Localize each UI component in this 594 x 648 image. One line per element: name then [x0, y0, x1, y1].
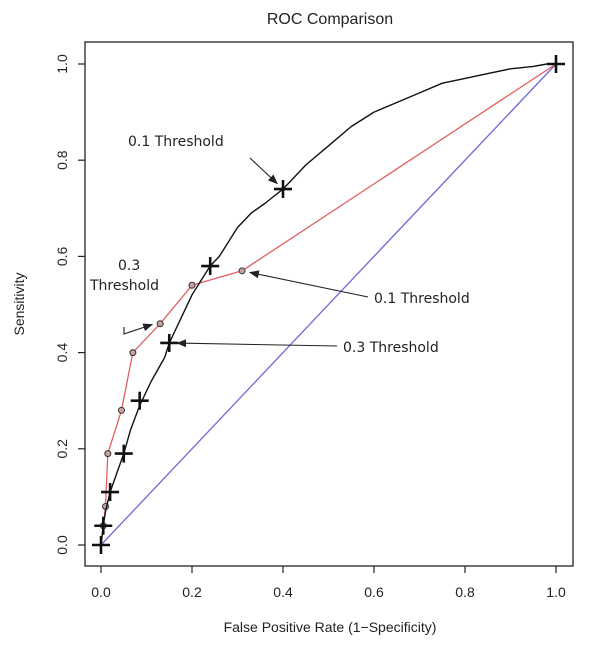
annotation: 0.1 Threshold — [248, 270, 470, 307]
annotation-label: 0.1 Threshold — [374, 291, 470, 307]
y-tick-label: 1.0 — [54, 54, 70, 74]
categorical-point — [188, 281, 196, 289]
categorical-point — [104, 450, 112, 458]
threshold-marker — [101, 483, 120, 502]
y-axis-label: Sensitivity — [11, 272, 27, 335]
y-tick-label: 0.2 — [54, 439, 70, 459]
annotation-arrow — [249, 157, 278, 185]
threshold-marker — [274, 180, 292, 199]
threshold-markers — [92, 55, 565, 554]
y-tick-label: 0.0 — [54, 535, 70, 555]
reference-diagonal-line — [100, 63, 557, 546]
categorical-point — [156, 320, 164, 328]
threshold-marker — [201, 257, 220, 276]
annotation-label: Threshold — [89, 278, 159, 294]
y-tick-label: 0.6 — [54, 246, 70, 266]
annotation-arrow — [123, 323, 154, 335]
x-axis-ticks: 0.0 0.2 0.4 0.6 0.8 1.0 — [91, 566, 566, 600]
y-axis-ticks: 0.0 0.2 0.4 0.6 0.8 1.0 — [54, 54, 85, 555]
annotation: 0.1 Threshold — [128, 134, 278, 185]
categorical-point — [238, 267, 246, 275]
categorical-point — [129, 349, 137, 357]
annotation: 0.3 Threshold — [89, 258, 159, 335]
plot-frame — [84, 41, 574, 567]
annotation-label: 0.1 Threshold — [128, 134, 224, 150]
chart-title: ROC Comparison — [267, 11, 393, 28]
annotation-arrow — [248, 270, 369, 298]
threshold-marker — [547, 55, 565, 73]
threshold-marker — [94, 516, 113, 535]
threshold-marker — [114, 444, 133, 463]
categorical-point — [117, 406, 125, 414]
y-tick-label: 0.8 — [54, 150, 70, 170]
x-axis-label: False Positive Rate (1−Specificity) — [224, 619, 437, 635]
y-tick-label: 0.4 — [54, 343, 70, 363]
x-tick-label: 0.4 — [273, 584, 293, 600]
x-tick-label: 0.6 — [364, 584, 384, 600]
annotation-label: 0.3 — [118, 258, 140, 274]
x-tick-label: 0.0 — [91, 584, 111, 600]
x-tick-label: 0.8 — [455, 584, 475, 600]
annotation: 0.3 Threshold — [176, 339, 439, 356]
annotation-arrow — [176, 339, 338, 348]
x-tick-label: 1.0 — [546, 584, 566, 600]
threshold-marker — [130, 391, 149, 410]
annotation-label: 0.3 Threshold — [343, 340, 439, 356]
x-tick-label: 0.2 — [182, 584, 202, 600]
threshold-marker — [160, 333, 179, 352]
series-layer — [99, 63, 557, 546]
threshold-marker — [92, 536, 110, 554]
continuous-curve-line — [100, 63, 556, 546]
